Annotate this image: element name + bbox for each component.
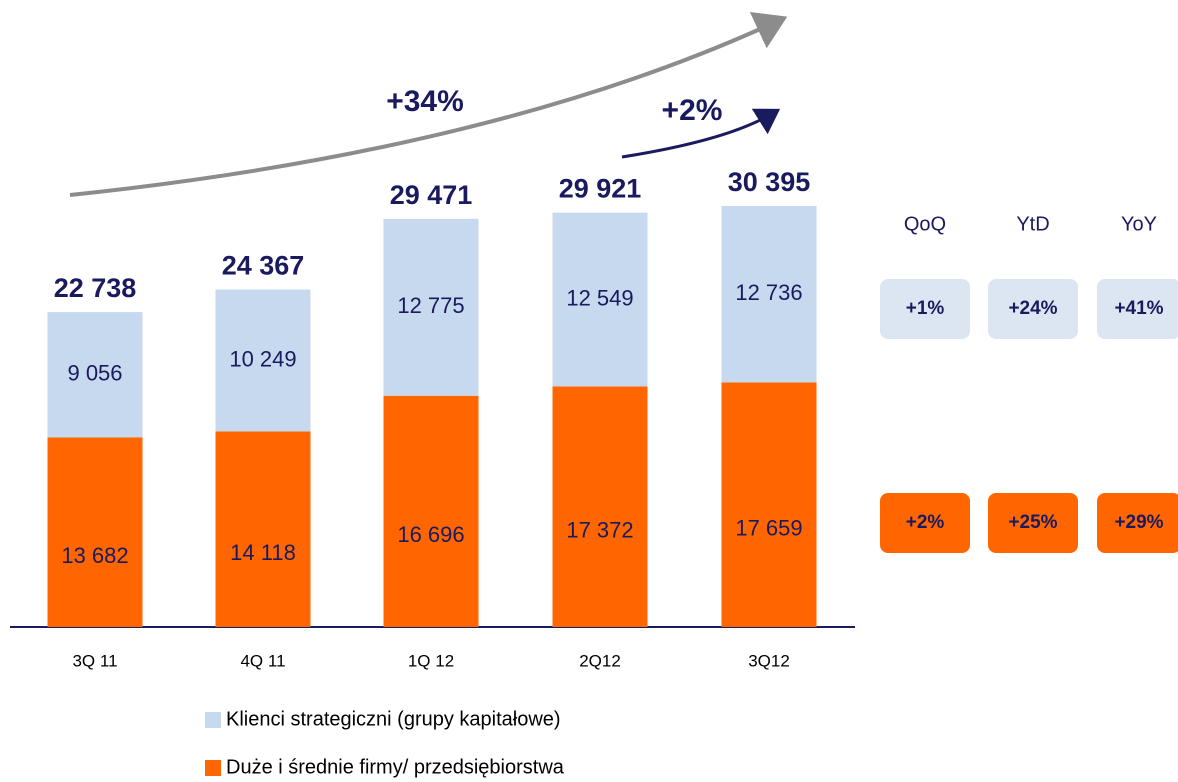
total-label: 24 367 [222, 251, 305, 281]
total-label: 29 471 [390, 180, 473, 210]
growth-value: +25% [1008, 512, 1057, 533]
legend-swatch [205, 712, 221, 728]
bar-segment [721, 206, 817, 383]
bar-segment [383, 395, 479, 627]
bar-segment [552, 386, 648, 627]
growth-box [1097, 493, 1178, 553]
growth-value: +2% [906, 512, 945, 533]
value-label: 16 696 [397, 522, 464, 547]
bar-segment [215, 289, 311, 432]
growth-arrow [621, 108, 781, 159]
value-label: 17 659 [735, 516, 802, 541]
x-tick-label: 3Q 11 [72, 651, 117, 670]
growth-value: +1% [906, 298, 945, 319]
legend-swatch [205, 760, 221, 776]
growth-value: +41% [1114, 298, 1163, 319]
value-label: 14 118 [230, 540, 296, 565]
bar-segment [552, 212, 648, 387]
x-tick-label: 2Q12 [579, 651, 621, 670]
total-label: 30 395 [728, 167, 811, 197]
growth-box [988, 279, 1078, 339]
annotation: +2% [662, 94, 723, 127]
value-label: 12 775 [397, 293, 464, 318]
growth-value: +29% [1114, 512, 1163, 533]
value-label: 12 549 [566, 285, 633, 310]
bar-segment [721, 382, 817, 627]
growth-box [1097, 279, 1178, 339]
growth-header: QoQ [904, 213, 946, 235]
legend-label: Duże i średnie firmy/ przedsiębiorstwa [226, 756, 565, 778]
value-label: 9 056 [67, 361, 122, 386]
growth-header: YoY [1121, 213, 1157, 235]
total-label: 29 921 [559, 174, 642, 204]
bar-segment [47, 312, 143, 438]
legend-label: Klienci strategiczni (grupy kapitałowe) [226, 708, 561, 730]
growth-box [988, 493, 1078, 553]
growth-box [880, 493, 970, 553]
growth-arrow [69, 11, 788, 197]
x-tick-label: 3Q12 [748, 651, 790, 670]
value-label: 13 682 [61, 543, 128, 568]
growth-header: YtD [1016, 213, 1049, 235]
growth-value: +24% [1008, 298, 1057, 319]
x-tick-label: 4Q 11 [240, 651, 285, 670]
value-label: 17 372 [566, 518, 633, 543]
x-tick-label: 1Q 12 [408, 651, 454, 670]
total-label: 22 738 [54, 273, 137, 303]
bar-segment [215, 431, 311, 627]
bar-segment [47, 437, 143, 627]
annotation: +34% [386, 85, 464, 118]
growth-box [880, 279, 970, 339]
bar-segment [383, 218, 479, 396]
value-label: 12 736 [735, 280, 802, 305]
value-label: 10 249 [229, 346, 296, 371]
